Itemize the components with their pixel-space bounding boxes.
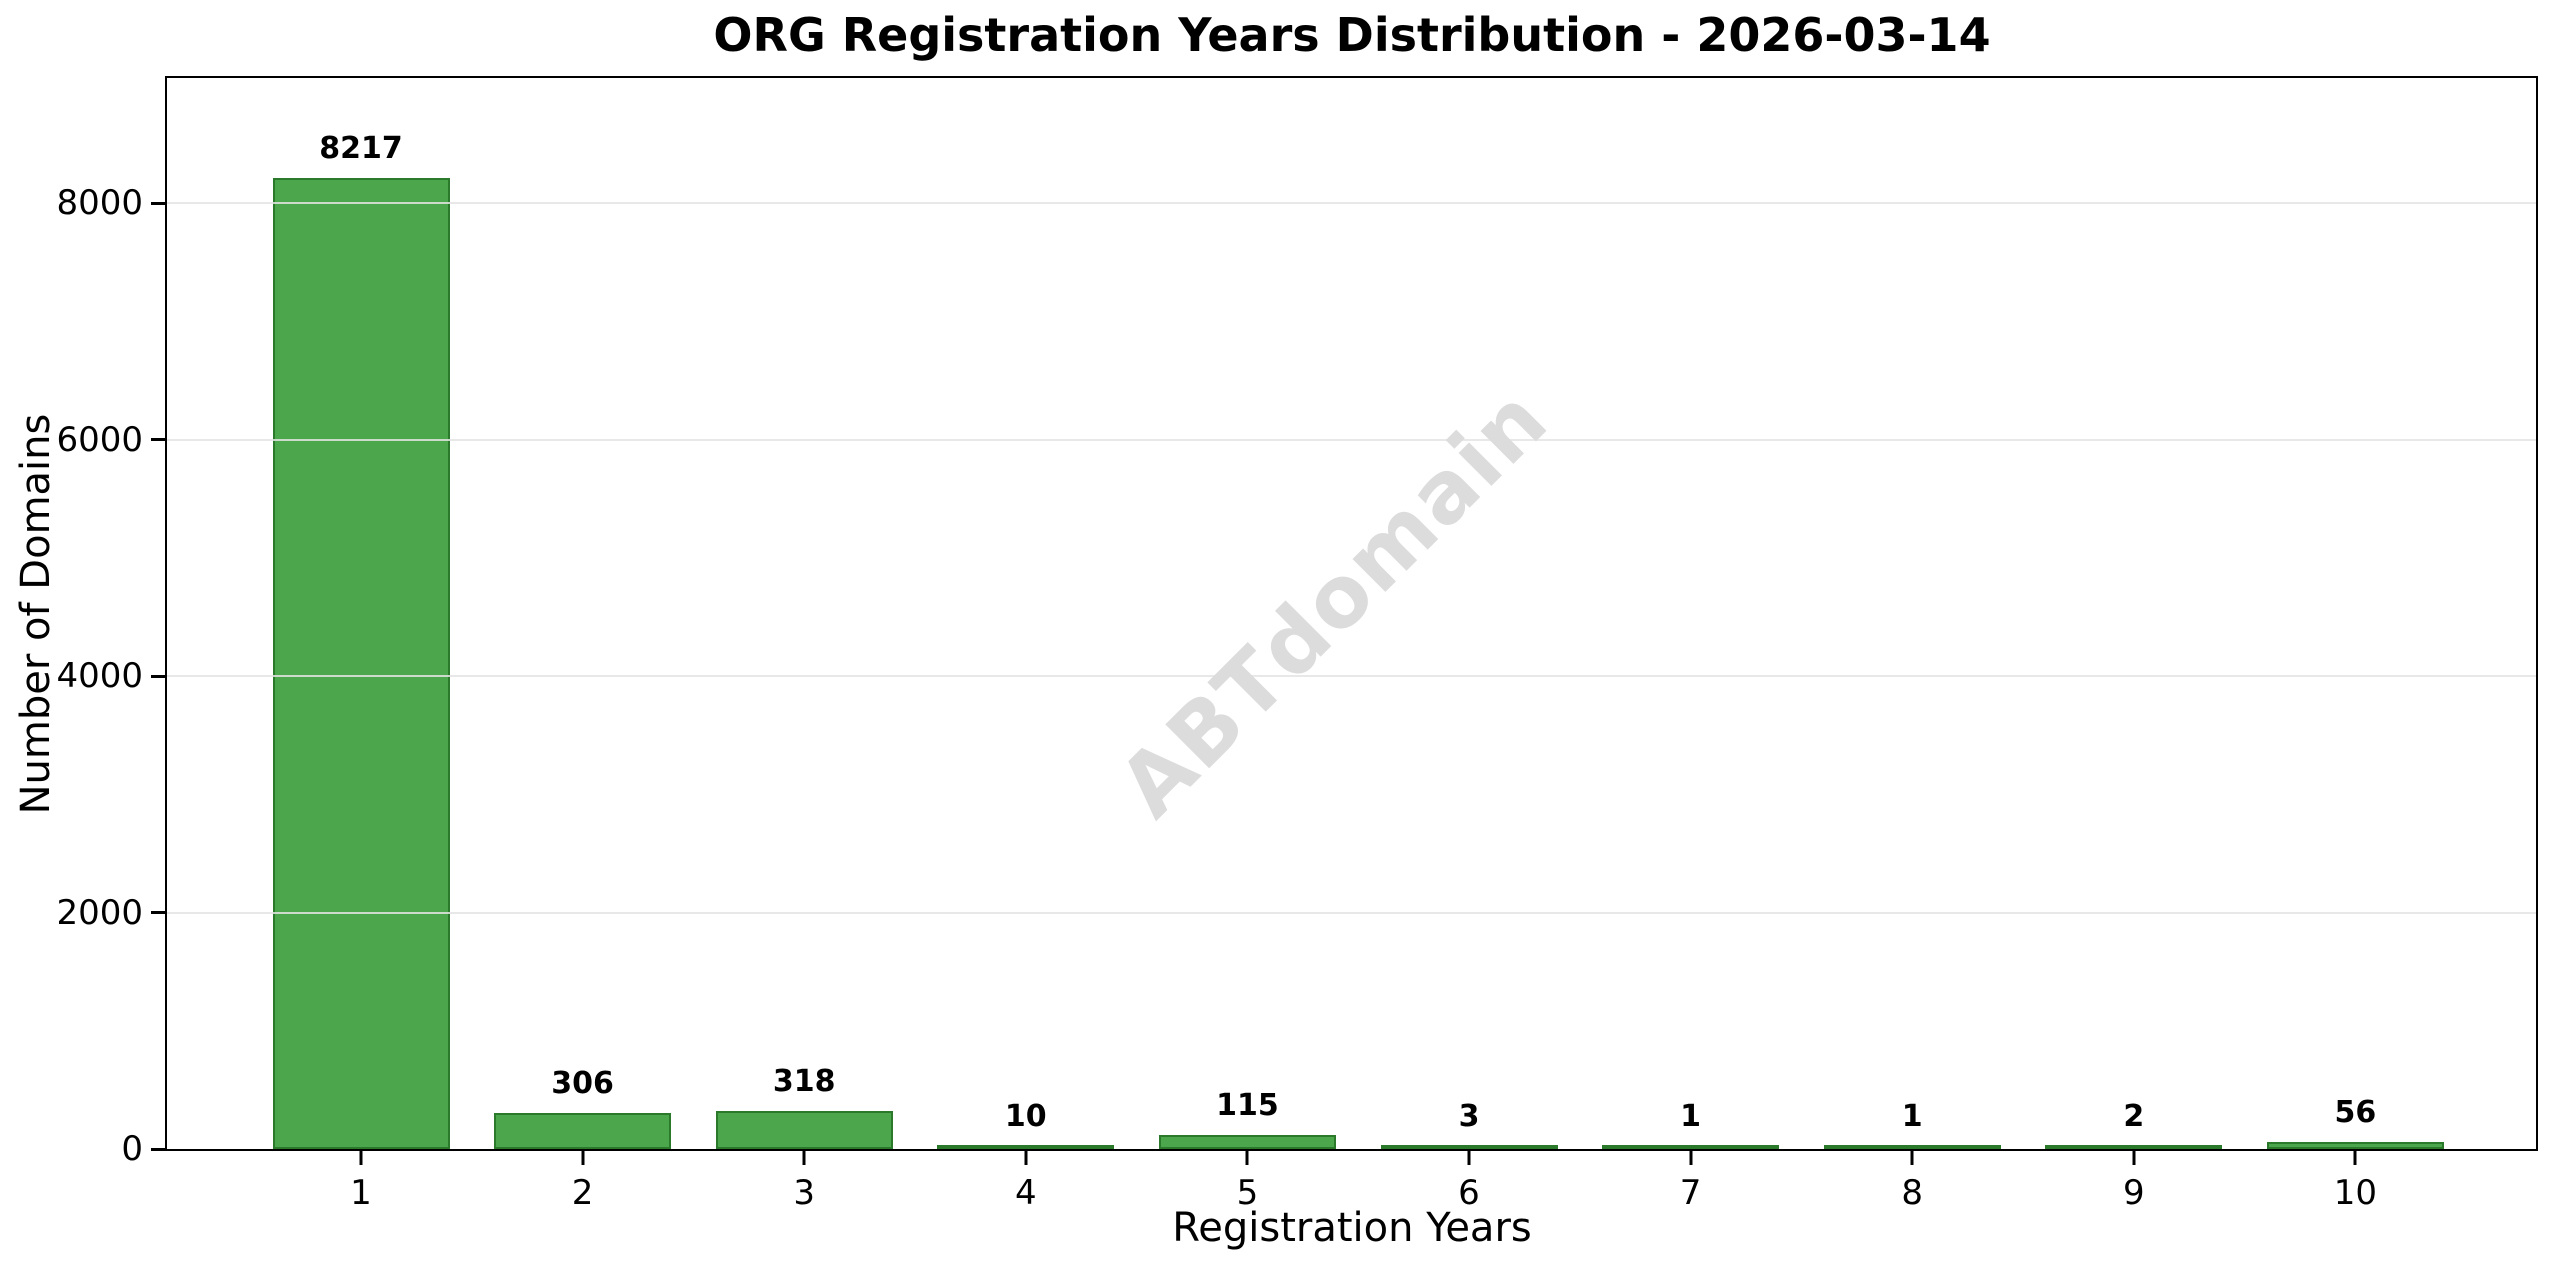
bar-year-8 bbox=[1823, 1145, 2001, 1149]
gridline-y2000 bbox=[167, 911, 2536, 914]
y-tick-mark bbox=[151, 674, 165, 678]
x-axis-label: Registration Years bbox=[1172, 1205, 1532, 1251]
y-tick-mark bbox=[151, 201, 165, 205]
bar-year-6 bbox=[1380, 1145, 1558, 1149]
x-tick-label: 1 bbox=[350, 1173, 372, 1213]
x-tick-mark bbox=[1245, 1151, 1249, 1165]
x-tick-label: 6 bbox=[1458, 1173, 1480, 1213]
x-tick-mark bbox=[1467, 1151, 1471, 1165]
y-axis-label: Number of Domains bbox=[13, 413, 59, 815]
bar-year-5 bbox=[1158, 1135, 1336, 1149]
bar-year-4 bbox=[937, 1145, 1115, 1149]
x-tick-label: 4 bbox=[1014, 1173, 1037, 1213]
x-tick-mark bbox=[581, 1151, 585, 1165]
x-tick-label: 2 bbox=[571, 1173, 594, 1213]
bar-value-label: 318 bbox=[772, 1064, 836, 1100]
y-tick-label: 4000 bbox=[56, 656, 143, 697]
x-tick-label: 5 bbox=[1236, 1173, 1259, 1213]
x-tick-mark bbox=[1910, 1151, 1914, 1165]
x-tick-label: 10 bbox=[2333, 1173, 2378, 1213]
bar-value-label: 2 bbox=[2123, 1099, 2145, 1134]
bar-value-label: 10 bbox=[1004, 1099, 1047, 1134]
chart-title: ORG Registration Years Distribution - 20… bbox=[713, 8, 1991, 62]
gridline-y6000 bbox=[167, 438, 2536, 441]
bar-year-7 bbox=[1602, 1145, 1780, 1149]
bar-value-label: 1 bbox=[1680, 1099, 1702, 1134]
bar-value-label: 8217 bbox=[319, 130, 403, 166]
y-tick-mark bbox=[151, 911, 165, 915]
x-tick-label: 3 bbox=[793, 1173, 816, 1213]
x-tick-label: 9 bbox=[2122, 1173, 2145, 1213]
y-tick-mark bbox=[151, 1147, 165, 1151]
bar-year-1 bbox=[272, 177, 450, 1149]
bar-year-10 bbox=[2266, 1142, 2444, 1149]
x-tick-mark bbox=[359, 1151, 363, 1165]
x-tick-mark bbox=[1024, 1151, 1028, 1165]
y-tick-label: 6000 bbox=[56, 419, 143, 460]
x-tick-label: 8 bbox=[1901, 1173, 1924, 1213]
bar-year-3 bbox=[715, 1111, 893, 1149]
bar-year-2 bbox=[494, 1112, 672, 1149]
x-tick-mark bbox=[2132, 1151, 2136, 1165]
x-tick-mark bbox=[2353, 1151, 2357, 1165]
x-tick-label: 7 bbox=[1679, 1173, 1702, 1213]
gridline-y4000 bbox=[167, 675, 2536, 678]
y-tick-mark bbox=[151, 438, 165, 442]
gridline-y8000 bbox=[167, 202, 2536, 205]
bar-value-label: 115 bbox=[1216, 1088, 1279, 1124]
bar-value-label: 56 bbox=[2334, 1095, 2377, 1131]
y-tick-label: 8000 bbox=[56, 183, 143, 224]
plot-area: 0 2000 4000 6000 8000 ABTdomain 8217 1 306 2 318 3 1… bbox=[56, 76, 2538, 1213]
x-tick-mark bbox=[802, 1151, 806, 1165]
bar-value-label: 306 bbox=[551, 1065, 614, 1101]
y-tick-label: 0 bbox=[121, 1129, 143, 1169]
bar-value-label: 3 bbox=[1458, 1099, 1480, 1134]
bar-value-label: 1 bbox=[1901, 1099, 1923, 1134]
x-tick-mark bbox=[1689, 1151, 1693, 1165]
bar-year-9 bbox=[2045, 1145, 2223, 1149]
y-tick-label: 2000 bbox=[56, 892, 143, 933]
